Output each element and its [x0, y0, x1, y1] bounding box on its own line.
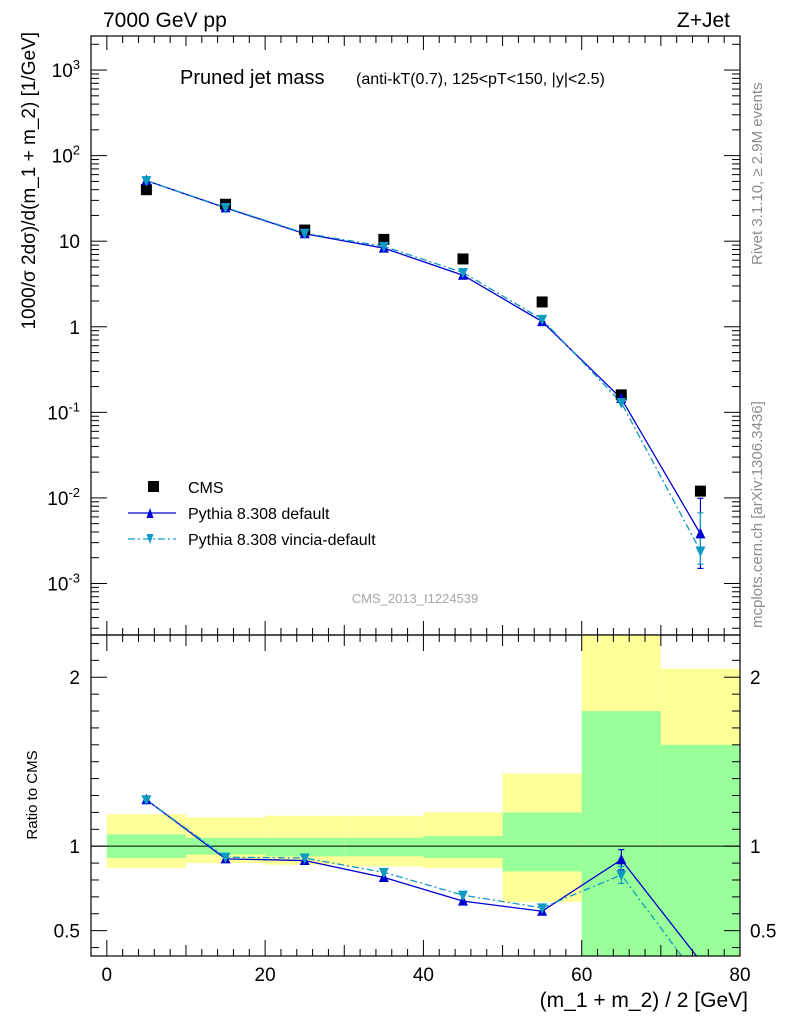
ratio-uncertainty-bands [106, 635, 740, 956]
ratio-y-tick-label: 2 [69, 668, 80, 689]
data-point-pythia-8-308-vincia-default [378, 241, 389, 253]
main-y-tick-label: 1 [69, 318, 80, 339]
ratio-y-tick-label-right: 1 [750, 837, 761, 858]
x-axis-label: (m_1 + m_2) / 2 [GeV] [540, 989, 748, 1012]
header-process-label: Z+Jet [677, 9, 730, 32]
ratio-point-pythia-8-308-vincia-default [695, 977, 705, 988]
ratio-series-markers [141, 793, 705, 988]
main-title: Pruned jet mass [180, 67, 325, 89]
data-point-pythia-8-308-vincia-default [457, 268, 468, 279]
legend-item-cms: CMS [148, 480, 224, 497]
legend-label-pythia-default: Pythia 8.308 default [188, 506, 330, 523]
ratio-point-pythia-8-308-vincia-default [537, 903, 548, 914]
data-point-cms [694, 485, 706, 497]
main-y-tick-label: 10-2 [47, 485, 80, 510]
data-point-cms [378, 233, 390, 245]
ratio-y-tick-label-right: 0.5 [750, 922, 776, 943]
analysis-watermark: CMS_2013_I1224539 [352, 591, 479, 606]
main-y-tick-label: 103 [52, 57, 80, 82]
x-tick-labels: 0 20 40 60 80 [102, 965, 751, 986]
stat-uncertainty-band [265, 837, 345, 857]
ratio-point-pythia-8-308-default [699, 955, 701, 956]
main-series-markers [140, 174, 706, 557]
legend-marker-pythia-default [146, 508, 154, 518]
ratio-point-pythia-8-308-default [616, 853, 627, 865]
ratio-series-lines [146, 799, 698, 956]
ratio-y-tick-label-right: 2 [750, 668, 761, 689]
mcplots-label: mcplots.cern.ch [arXiv:1306.3436] [749, 401, 766, 628]
series-line-pythia-8-308-default [146, 180, 701, 535]
x-tick-label: 80 [729, 965, 750, 986]
ratio-y-axis-label: Ratio to CMS [24, 750, 41, 839]
main-axis-ticks [91, 36, 741, 635]
data-point-pythia-8-308-vincia-default [537, 314, 548, 326]
ratio-point-pythia-8-308-vincia-default [616, 870, 627, 881]
legend-marker-cms [148, 481, 159, 492]
main-y-tick-label: 10-3 [47, 570, 80, 595]
rivet-version-label: Rivet 3.1.10, ≥ 2.9M events [749, 83, 766, 266]
main-y-tick-label: 102 [52, 143, 80, 168]
legend: CMS Pythia 8.308 default Pythia 8.308 vi… [128, 480, 376, 549]
data-point-pythia-8-308-default [695, 527, 706, 539]
ratio-y-tick-labels: 0.5 0.5 1 1 2 2 [54, 668, 777, 942]
ratio-y-tick-label: 0.5 [54, 922, 80, 943]
x-tick-label: 60 [571, 965, 592, 986]
stat-uncertainty-band [344, 837, 424, 857]
data-point-cms [457, 253, 469, 265]
stat-uncertainty-band [660, 744, 740, 956]
data-point-pythia-8-308-vincia-default [141, 176, 152, 187]
main-y-tick-labels: 10-3 10-2 10-1 1 10 102 103 [47, 57, 80, 595]
ratio-plot-frame [90, 634, 741, 957]
main-y-axis-label: 1000/σ 2dσ)/d(m_1 + m_2) [1/GeV] [19, 32, 40, 330]
legend-item-pythia-vincia: Pythia 8.308 vincia-default [128, 532, 376, 549]
stat-uncertainty-band [581, 711, 661, 956]
ratio-line-pythia-8-308-vincia-default [146, 799, 683, 956]
data-point-pythia-8-308-vincia-default [299, 228, 310, 240]
ratio-point-pythia-8-308-vincia-default [299, 853, 310, 865]
legend-item-pythia-default: Pythia 8.308 default [128, 506, 330, 523]
x-tick-label: 0 [102, 965, 113, 986]
stat-uncertainty-band [423, 836, 503, 859]
data-point-pythia-8-308-vincia-default [616, 398, 627, 409]
ratio-point-pythia-8-308-vincia-default [378, 867, 389, 879]
main-y-tick-label: 10 [59, 232, 80, 253]
ratio-y-tick-label: 1 [69, 837, 80, 858]
data-point-pythia-8-308-vincia-default [220, 202, 231, 214]
series-line-pythia-8-308-vincia-default [146, 180, 702, 552]
header-energy-label: 7000 GeV pp [103, 9, 227, 32]
ratio-point-pythia-8-308-vincia-default [457, 890, 468, 902]
legend-label-pythia-vincia: Pythia 8.308 vincia-default [188, 532, 376, 549]
legend-label-cms: CMS [188, 480, 224, 497]
x-tick-label: 20 [255, 965, 276, 986]
ratio-axis-ticks [91, 635, 741, 956]
data-point-cms [536, 296, 548, 308]
data-point-cms [140, 184, 152, 196]
main-y-tick-label: 10-1 [47, 399, 80, 424]
x-tick-label: 40 [413, 965, 434, 986]
ratio-point-pythia-8-308-vincia-default [220, 852, 231, 864]
ratio-panel: 0.5 0.5 1 1 2 2 0 20 40 60 80 Ratio to CMS (m_1 +… [24, 634, 777, 1012]
ratio-point-pythia-8-308-vincia-default [141, 795, 152, 806]
ratio-line-pythia-8-308-default [146, 799, 698, 956]
stat-uncertainty-band [502, 812, 582, 872]
data-point-pythia-8-308-vincia-default [695, 546, 706, 557]
legend-marker-pythia-vincia [146, 534, 154, 544]
main-panel: 10-3 10-2 10-1 1 10 102 103 Pruned jet mass (a… [19, 32, 741, 636]
main-subtitle: (anti-kT(0.7), 125<pT<150, |y|<2.5) [356, 71, 605, 88]
